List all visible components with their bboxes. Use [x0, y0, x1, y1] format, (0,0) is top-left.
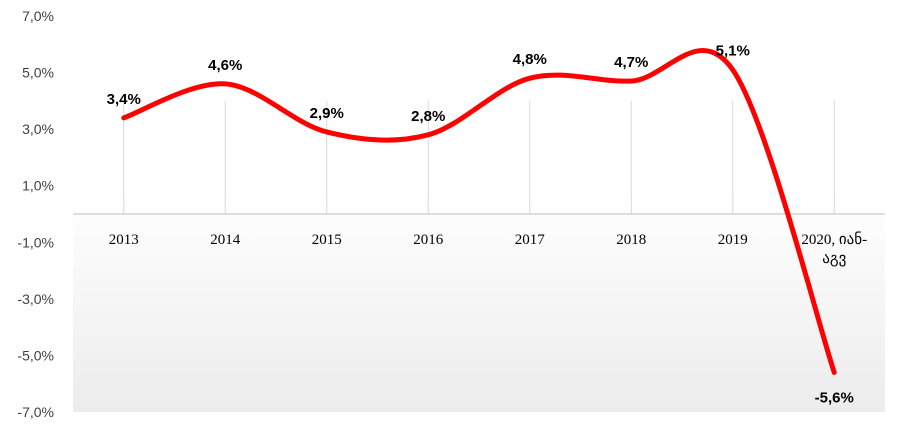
x-tick-label: 2019: [718, 232, 748, 248]
data-label: 4,7%: [614, 54, 648, 71]
x-axis-ticks: 2013 2014 2015 2016 2017 2018 2019 2020, იან-აგ…: [109, 231, 867, 267]
x-tick-label: 2018: [616, 232, 646, 248]
y-tick-label: -5,0%: [17, 347, 54, 363]
data-label: 3,4%: [107, 91, 141, 108]
data-label: 4,8%: [513, 51, 547, 68]
y-tick-label: 1,0%: [22, 178, 54, 194]
data-labels: 3,4% 4,6% 2,9% 2,8% 4,8% 4,7% 5,1% -5,6%: [107, 43, 854, 407]
data-label: -5,6%: [815, 389, 854, 406]
series-line: [121, 48, 837, 375]
x-tick-label: 2013: [109, 232, 139, 248]
y-tick-label: -1,0%: [17, 234, 54, 250]
y-axis-ticks: 7,0% 5,0% 3,0% 1,0% -1,0% -3,0% -5,0% -7,0%: [17, 8, 54, 420]
data-label: 5,1%: [716, 43, 750, 60]
x-tick-label: 2014: [210, 232, 241, 248]
series-group: [121, 48, 837, 375]
x-tick-label: 2015: [312, 232, 342, 248]
y-tick-label: 7,0%: [22, 8, 54, 24]
y-tick-label: -3,0%: [17, 291, 54, 307]
x-tick-label: 2020, იან-აგვ: [801, 231, 867, 267]
y-tick-label: 3,0%: [22, 121, 54, 137]
x-tick-label: 2017: [515, 232, 546, 248]
data-label: 2,9%: [310, 105, 344, 122]
y-tick-label: -7,0%: [17, 404, 54, 420]
data-label: 2,8%: [411, 108, 445, 125]
data-label: 4,6%: [208, 57, 242, 74]
x-tick-label: 2016: [413, 232, 444, 248]
y-tick-label: 5,0%: [22, 65, 54, 81]
